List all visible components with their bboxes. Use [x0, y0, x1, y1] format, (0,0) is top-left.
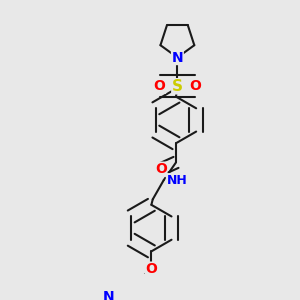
Text: N: N [103, 290, 115, 300]
Text: NH: NH [167, 174, 187, 187]
Text: O: O [146, 262, 157, 276]
Text: O: O [189, 79, 201, 93]
Text: N: N [172, 50, 183, 64]
Text: O: O [154, 79, 166, 93]
Text: S: S [172, 79, 183, 94]
Text: O: O [155, 162, 167, 176]
